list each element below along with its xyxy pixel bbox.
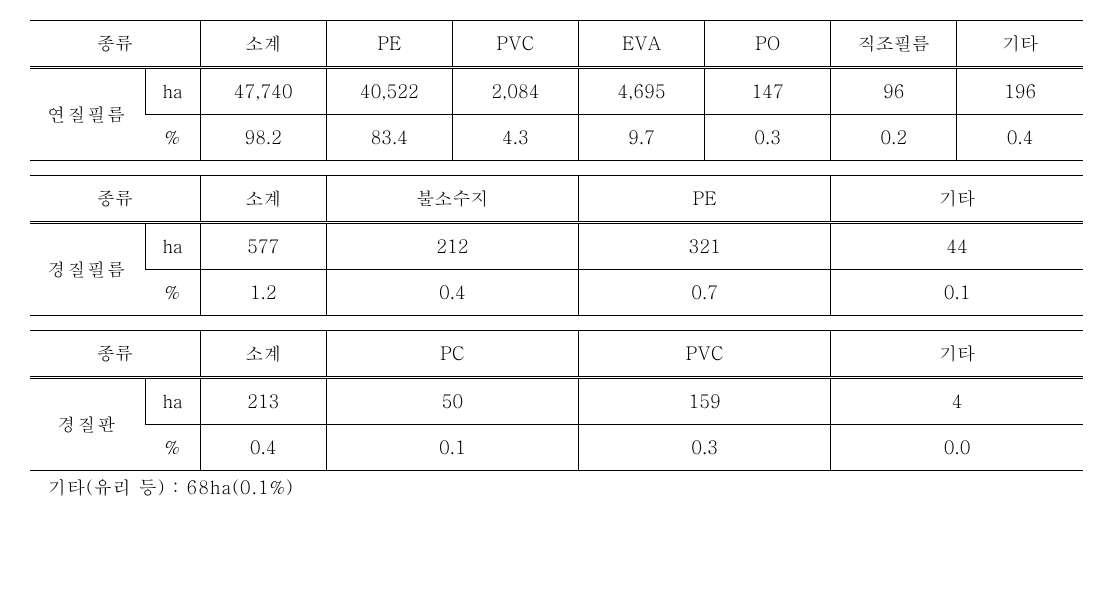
t2-header-type: 종류 xyxy=(30,176,200,223)
t1-pct-3: 9.7 xyxy=(578,115,704,161)
t3-unit-ha: ha xyxy=(145,378,200,425)
t2-col-1: 불소수지 xyxy=(326,176,578,223)
t1-pct-1: 83.4 xyxy=(326,115,452,161)
t2-col-2: PE xyxy=(578,176,830,223)
footnote-other: 기타(유리 등) : 68ha(0.1%) xyxy=(30,475,1083,500)
t3-unit-pct: % xyxy=(145,425,200,471)
t1-unit-pct: % xyxy=(145,115,200,161)
t3-ha-0: 213 xyxy=(200,378,326,425)
t1-ha-1: 40,522 xyxy=(326,68,452,115)
t3-ha-3: 4 xyxy=(831,378,1083,425)
t1-col-0: 소계 xyxy=(200,21,326,68)
t1-pct-5: 0.2 xyxy=(831,115,957,161)
t2-pct-3: 0.1 xyxy=(831,270,1083,316)
t3-ha-1: 50 xyxy=(326,378,578,425)
t1-ha-6: 196 xyxy=(957,68,1083,115)
t1-pct-0: 98.2 xyxy=(200,115,326,161)
t2-ha-3: 44 xyxy=(831,223,1083,270)
t1-pct-2: 4.3 xyxy=(452,115,578,161)
t1-col-6: 기타 xyxy=(957,21,1083,68)
table-hard-film: 종류 소계 불소수지 PE 기타 경질필름 ha 577 212 321 44 … xyxy=(30,175,1083,316)
t3-pct-1: 0.1 xyxy=(326,425,578,471)
t2-col-3: 기타 xyxy=(831,176,1083,223)
t2-ha-0: 577 xyxy=(200,223,326,270)
t1-pct-4: 0.3 xyxy=(705,115,831,161)
t1-col-3: EVA xyxy=(578,21,704,68)
t1-col-4: PO xyxy=(705,21,831,68)
t2-ha-1: 212 xyxy=(326,223,578,270)
t3-header-type: 종류 xyxy=(30,331,200,378)
t2-pct-0: 1.2 xyxy=(200,270,326,316)
t1-unit-ha: ha xyxy=(145,68,200,115)
t3-row-label: 경질판 xyxy=(30,378,145,471)
t3-col-0: 소계 xyxy=(200,331,326,378)
t2-unit-pct: % xyxy=(145,270,200,316)
t1-ha-4: 147 xyxy=(705,68,831,115)
t3-col-2: PVC xyxy=(578,331,830,378)
t3-col-3: 기타 xyxy=(831,331,1083,378)
t2-col-0: 소계 xyxy=(200,176,326,223)
table-hard-plate: 종류 소계 PC PVC 기타 경질판 ha 213 50 159 4 % 0.… xyxy=(30,330,1083,471)
t1-row-label: 연질필름 xyxy=(30,68,145,161)
t2-pct-2: 0.7 xyxy=(578,270,830,316)
table-soft-film: 종류 소계 PE PVC EVA PO 직조필름 기타 연질필름 ha 47,7… xyxy=(30,20,1083,161)
t3-pct-2: 0.3 xyxy=(578,425,830,471)
t1-ha-0: 47,740 xyxy=(200,68,326,115)
t3-pct-3: 0.0 xyxy=(831,425,1083,471)
t2-unit-ha: ha xyxy=(145,223,200,270)
t2-ha-2: 321 xyxy=(578,223,830,270)
t1-col-1: PE xyxy=(326,21,452,68)
t1-ha-3: 4,695 xyxy=(578,68,704,115)
t3-pct-0: 0.4 xyxy=(200,425,326,471)
t1-col-5: 직조필름 xyxy=(831,21,957,68)
t1-ha-2: 2,084 xyxy=(452,68,578,115)
t2-pct-1: 0.4 xyxy=(326,270,578,316)
t1-ha-5: 96 xyxy=(831,68,957,115)
t3-ha-2: 159 xyxy=(578,378,830,425)
t1-pct-6: 0.4 xyxy=(957,115,1083,161)
t3-col-1: PC xyxy=(326,331,578,378)
t1-header-type: 종류 xyxy=(30,21,200,68)
t2-row-label: 경질필름 xyxy=(30,223,145,316)
t1-col-2: PVC xyxy=(452,21,578,68)
